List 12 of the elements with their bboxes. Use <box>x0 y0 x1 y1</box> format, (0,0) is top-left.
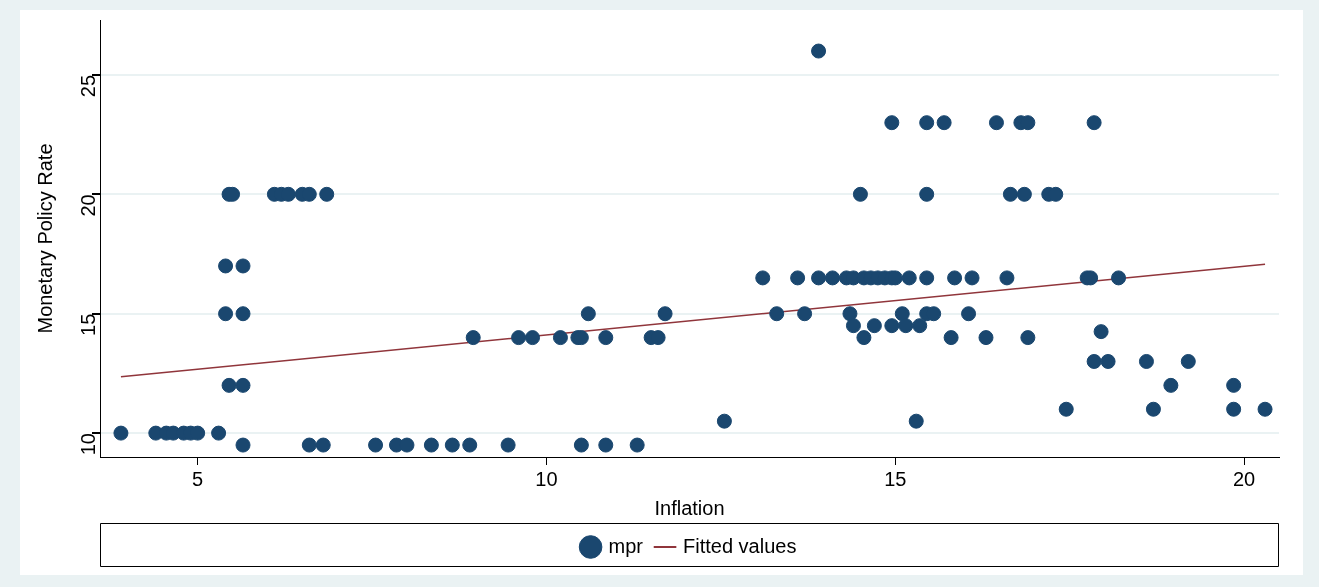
legend-label: mpr <box>608 534 644 557</box>
y-tick-label: 25 <box>76 74 99 98</box>
x-tick-label: 5 <box>192 467 204 490</box>
legend-label: Fitted values <box>683 534 797 557</box>
x-tick-label: 10 <box>535 467 558 490</box>
y-tick-label: 20 <box>76 194 99 217</box>
y-tick-label: 10 <box>76 433 99 456</box>
x-axis-title: Inflation <box>654 496 725 519</box>
x-tick-label: 15 <box>884 467 907 490</box>
y-axis-title: Monetary Policy Rate <box>33 143 56 334</box>
x-tick-label: 20 <box>1232 467 1256 490</box>
y-tick-label: 15 <box>76 313 99 336</box>
